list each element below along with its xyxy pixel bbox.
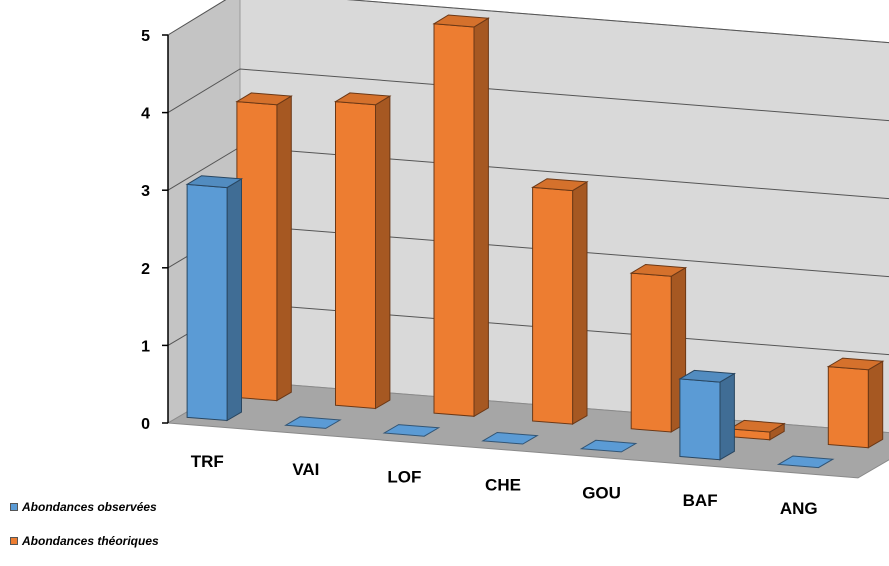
bar-front	[532, 186, 574, 425]
bar-side	[473, 17, 489, 418]
gridline	[167, 0, 889, 44]
bar-front	[827, 366, 869, 449]
bar-front	[186, 183, 228, 422]
x-tick-label: ANG	[780, 499, 818, 518]
bar-top	[826, 357, 885, 371]
bar	[432, 14, 490, 418]
y-tick-label: 0	[141, 416, 150, 433]
y-tick-label: 5	[141, 28, 150, 45]
bar-base	[481, 431, 539, 445]
bar-top	[629, 263, 688, 277]
bar-base	[776, 455, 835, 469]
x-tick-label: BAF	[683, 491, 718, 510]
bar-top	[185, 175, 244, 189]
x-axis-labels: TRF VAI LOF CHE GOU BAF ANG	[191, 452, 818, 518]
legend-item-theoretical: Abondances théoriques	[10, 532, 159, 550]
bar-side	[572, 181, 588, 425]
bar-top	[728, 419, 786, 433]
x-tick-label: TRF	[191, 452, 224, 471]
y-tick-label: 4	[141, 106, 150, 123]
bar-side	[719, 372, 735, 461]
bar-top	[235, 92, 293, 106]
bar-base	[579, 439, 638, 453]
x-tick-label: GOU	[582, 483, 621, 502]
bar-base	[382, 424, 441, 437]
bar-front	[630, 272, 672, 433]
bar	[333, 92, 392, 410]
x-tick-label: CHE	[485, 475, 521, 494]
legend-swatch-observed	[10, 503, 18, 511]
bar-front	[433, 23, 475, 417]
bar-top	[333, 92, 392, 106]
bar-top	[531, 178, 589, 192]
bar-side	[226, 178, 242, 422]
bars	[185, 14, 885, 469]
bar-front	[236, 101, 278, 402]
bar	[185, 175, 244, 422]
bar-front	[679, 378, 721, 461]
chart-3d-bar: 0 1 2 3 4 5 TRF VAI LOF CHE GOU BAF ANG	[141, 0, 889, 518]
bar	[826, 357, 885, 449]
bar-top	[678, 369, 737, 383]
bar-side	[276, 95, 292, 402]
bar	[235, 92, 293, 402]
y-tick-label: 2	[141, 261, 150, 278]
bar-front	[335, 101, 376, 410]
bar-top	[432, 14, 490, 28]
legend: Abondances observées Abondances théoriqu…	[10, 498, 159, 566]
y-tick-label: 1	[141, 338, 150, 355]
bar-side	[375, 95, 391, 410]
y-tick-label: 3	[141, 183, 150, 200]
bar-base	[284, 416, 342, 429]
x-tick-label: VAI	[292, 460, 319, 479]
legend-item-observed: Abondances observées	[10, 498, 159, 516]
legend-swatch-theoretical	[10, 537, 18, 545]
gridline	[167, 68, 889, 122]
bar	[531, 178, 589, 425]
y-axis: 0 1 2 3 4 5	[141, 28, 169, 433]
bar	[678, 369, 737, 461]
x-tick-label: LOF	[387, 468, 421, 487]
legend-label-observed: Abondances observées	[22, 500, 157, 514]
bar	[629, 263, 688, 433]
bar	[728, 419, 786, 441]
bar-side	[867, 360, 884, 449]
legend-label-theoretical: Abondances théoriques	[22, 534, 159, 548]
